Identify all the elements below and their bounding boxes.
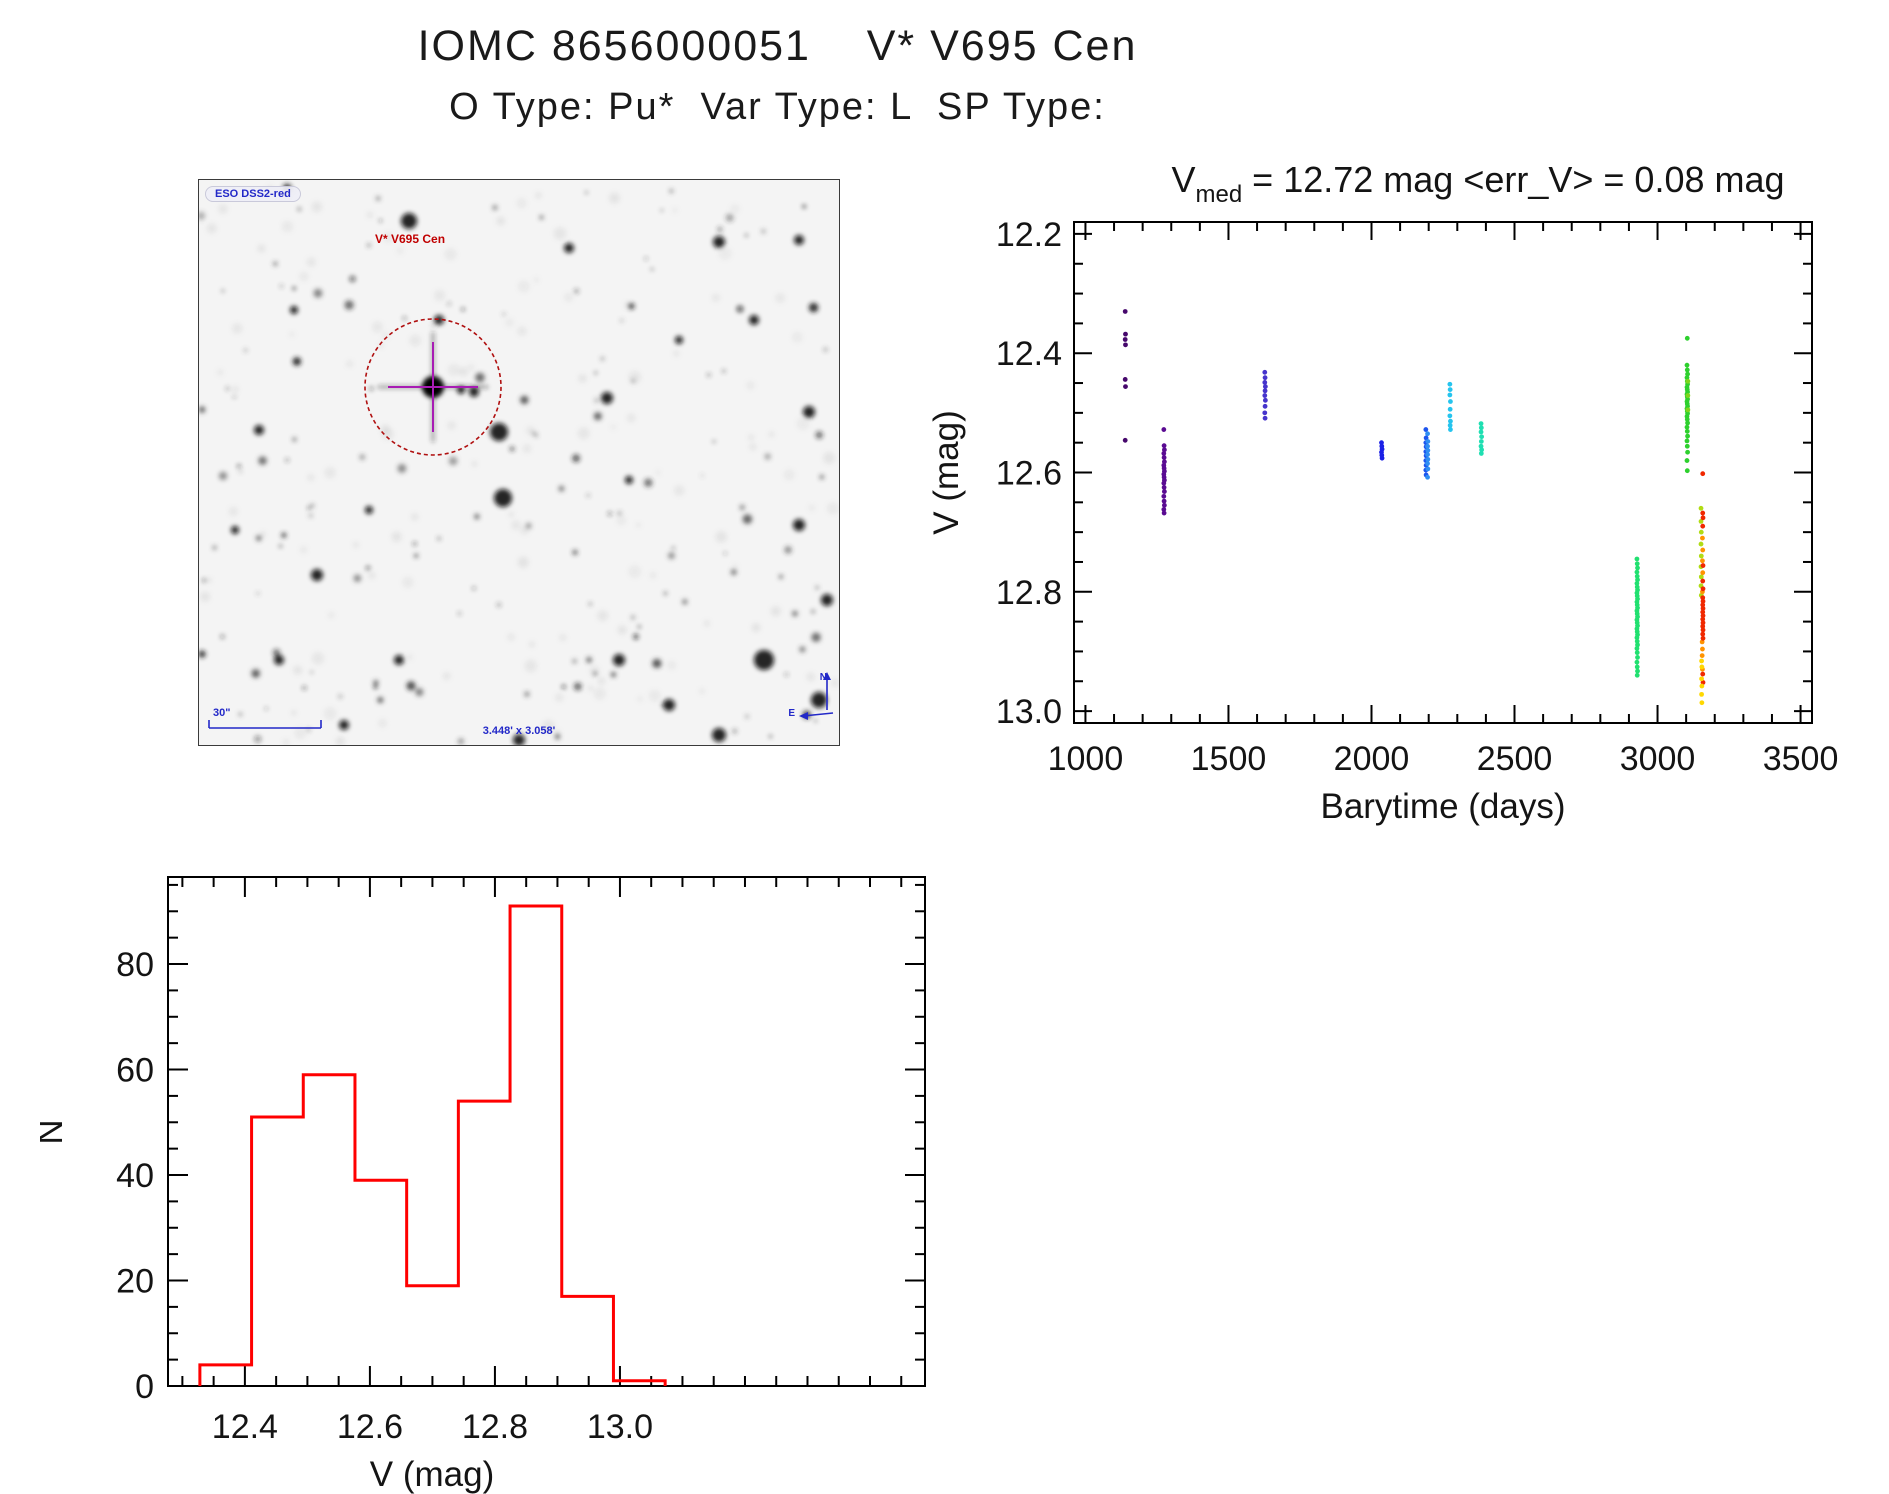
series-epoch-1628 [1262,369,1268,421]
x-tick-label: 2500 [1477,740,1553,778]
page-subtitle: O Type: Pu* Var Type: L SP Type: [449,86,1106,128]
data-points [1122,309,1706,706]
axis-labels: 12.4 12.6 12.8 13.0 0 20 40 60 80 V (mag) N [40,946,653,1494]
series-epoch-2275 [1447,381,1453,432]
x-tick-label: 1000 [1048,740,1124,778]
page-title: IOMC 8656000051 V* V695 Cen [417,22,1138,70]
series-epoch-2384 [1478,421,1485,456]
lightcurve-chart: 1000 1500 2000 2500 3000 3500 12.2 12.4 12.6 12.8… [927,159,1838,826]
y-tick-label: 20 [116,1263,154,1301]
x-tick-label: 3000 [1620,740,1696,778]
x-axis-title: Barytime (days) [1320,787,1565,826]
histogram-bars [198,904,667,1386]
chart-title: Vmed = 12.72 mag <err_V> = 0.08 mag [1171,159,1784,208]
y-tick-label: 40 [116,1157,154,1195]
x-tick-label: 13.0 [587,1408,653,1446]
y-tick-label: 0 [135,1368,154,1406]
y-axis-title: N [40,1119,70,1144]
histogram-chart: 12.4 12.6 12.8 13.0 0 20 40 60 80 V (mag) N [40,876,926,1494]
series-epoch-2036 [1379,440,1385,461]
series-epoch-1275 [1161,427,1167,516]
series-epoch-3155-yellow [1699,658,1705,706]
x-tick-label: 1500 [1191,740,1267,778]
series-epoch-3155-red [1700,471,1706,685]
x-axis-title: V (mag) [370,1455,494,1494]
y-tick-label: 13.0 [996,693,1062,731]
series-epoch-2929 [1634,556,1640,678]
finder-overlays [208,318,834,729]
y-tick-label: 12.8 [996,574,1062,612]
y-axis-title: V (mag) [927,410,966,534]
compass-north-label: N [819,672,827,683]
scale-bar-label: 30" [213,707,231,719]
star-field [199,180,839,745]
compass-east-label: E [788,708,795,719]
x-tick-label: 12.8 [462,1408,528,1446]
target-label: V* V695 Cen [375,232,446,246]
photometric-aperture-circle [364,318,502,456]
y-tick-label: 12.4 [996,335,1062,373]
y-tick-label: 12.2 [996,216,1062,254]
y-tick-label: 12.6 [996,455,1062,493]
y-tick-label: 80 [116,946,154,984]
x-tick-label: 12.4 [212,1408,278,1446]
finder-chart-image: ESO DSS2-red V* V695 Cen 30" 3.448' x 3.… [198,179,840,746]
series-epoch-2193-b [1425,431,1431,480]
x-tick-label: 2000 [1334,740,1410,778]
axes [1073,221,1813,724]
series-epoch-1140 [1122,309,1128,443]
fov-label: 3.448' x 3.058' [482,725,556,737]
series-epoch-3104-green [1684,335,1690,474]
series-epoch-3104-yellowgreen [1685,378,1691,413]
survey-tag: ESO DSS2-red [205,186,301,202]
y-tick-label: 60 [116,1052,154,1090]
axis-labels: 1000 1500 2000 2500 3000 3500 12.2 12.4 12.6 12.8… [927,216,1838,826]
axes [167,876,926,1387]
x-tick-label: 12.6 [337,1408,403,1446]
x-tick-label: 3500 [1763,740,1839,778]
